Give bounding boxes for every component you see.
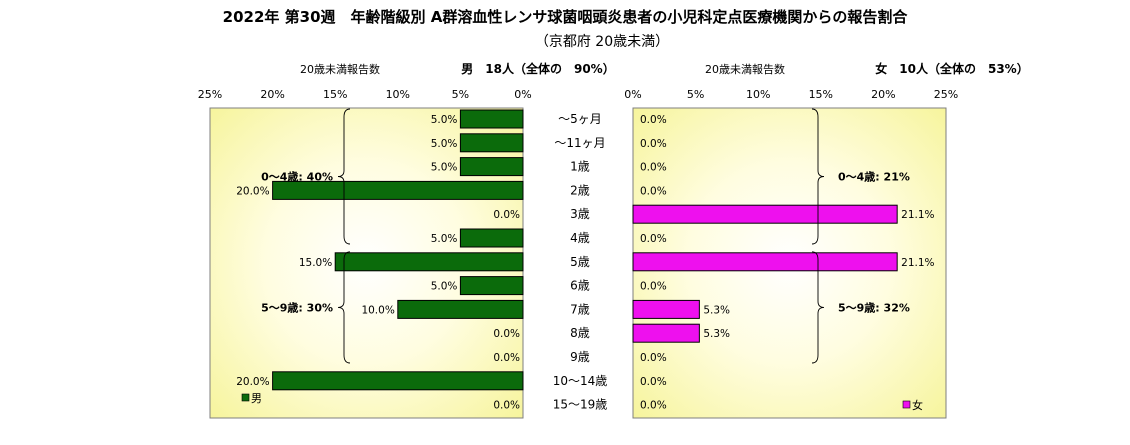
female-bar-label: 0.0% xyxy=(640,114,667,126)
category-label: 2歳 xyxy=(570,183,590,197)
female-bar-label: 0.0% xyxy=(640,376,667,388)
female-bar-label: 5.3% xyxy=(703,328,730,340)
female-tick-label: 15% xyxy=(809,88,833,101)
male-legend-swatch xyxy=(241,393,250,402)
male-bar-label: 0.0% xyxy=(493,209,520,221)
male-header-total: 男 18人（全体の 90%） xyxy=(461,61,614,76)
male-group-brace xyxy=(337,108,351,245)
chart-subtitle: （京都府 20歳未満） xyxy=(535,34,669,50)
category-label: 4歳 xyxy=(570,231,590,245)
male-bar xyxy=(459,157,524,177)
female-header-count-label: 20歳未満報告数 xyxy=(705,63,785,76)
male-group-brackets: 0～4歳: 40% 5～9歳: 30% xyxy=(261,108,351,364)
male-bar-label: 5.0% xyxy=(431,162,458,174)
male-group-label: 0～4歳: 40% xyxy=(261,170,333,184)
female-tick-label: 10% xyxy=(746,88,770,101)
female-tick-label: 20% xyxy=(871,88,895,101)
female-group-brackets: 0～4歳: 21% 5～9歳: 32% xyxy=(811,108,910,364)
male-bar-label: 10.0% xyxy=(361,304,394,316)
male-bar xyxy=(459,276,524,296)
category-label: ～11ヶ月 xyxy=(554,136,605,150)
male-bar xyxy=(459,228,524,248)
female-bar-label: 0.0% xyxy=(640,281,667,293)
female-bar-label: 5.3% xyxy=(703,304,730,316)
female-data-labels: 0.0% 0.0% 0.0% 0.0% 21.1% 0.0% 21.1% 0.0% 5.3% 5.… xyxy=(640,114,935,412)
category-label: 10～14歳 xyxy=(553,374,608,388)
category-label: 9歳 xyxy=(570,350,590,364)
male-bar-label: 0.0% xyxy=(493,328,520,340)
male-tick-label: 25% xyxy=(198,88,222,101)
male-bars xyxy=(272,109,524,391)
male-bar xyxy=(272,180,524,200)
female-header-total: 女 10人（全体の 53%） xyxy=(875,61,1028,76)
male-bar-label: 5.0% xyxy=(431,114,458,126)
female-bar-label: 0.0% xyxy=(640,138,667,150)
category-label: 3歳 xyxy=(570,207,590,221)
female-group-label: 5～9歳: 32% xyxy=(838,300,910,314)
male-tick-label: 20% xyxy=(260,88,284,101)
male-bar-label: 20.0% xyxy=(236,376,269,388)
category-label: 8歳 xyxy=(570,326,590,340)
male-axis-ticks: 0% 5% 10% 15% 20% 25% xyxy=(198,88,532,101)
male-bar-label: 5.0% xyxy=(431,138,458,150)
male-group-brace xyxy=(337,251,351,364)
male-bar xyxy=(272,371,524,391)
male-bar-label: 5.0% xyxy=(431,233,458,245)
female-bar-label: 0.0% xyxy=(640,162,667,174)
male-bar-label: 0.0% xyxy=(493,352,520,364)
female-bars xyxy=(632,204,898,343)
female-axis-ticks: 0% 5% 10% 15% 20% 25% xyxy=(624,88,958,101)
male-bar-label: 0.0% xyxy=(493,400,520,412)
female-group-brace xyxy=(811,108,825,245)
male-group-label: 5～9歳: 30% xyxy=(261,300,333,314)
male-bar xyxy=(459,133,524,153)
male-legend-label: 男 xyxy=(251,392,262,405)
male-tick-label: 0% xyxy=(514,88,531,101)
female-bar-label: 0.0% xyxy=(640,400,667,412)
female-bar xyxy=(632,204,898,224)
female-bar xyxy=(632,252,898,272)
male-tick-label: 10% xyxy=(386,88,410,101)
male-bar xyxy=(459,109,524,129)
category-label: 5歳 xyxy=(570,255,590,269)
female-bar-label: 0.0% xyxy=(640,185,667,197)
category-label: 15～19歳 xyxy=(553,398,608,412)
female-tick-label: 5% xyxy=(687,88,704,101)
female-bar xyxy=(632,323,700,343)
male-bar-label: 15.0% xyxy=(299,257,332,269)
male-bar-label: 5.0% xyxy=(431,281,458,293)
female-bar-label: 21.1% xyxy=(901,257,934,269)
category-label: 1歳 xyxy=(570,160,590,174)
female-legend-swatch xyxy=(902,400,911,409)
category-label: 7歳 xyxy=(570,302,590,316)
male-header-count-label: 20歳未満報告数 xyxy=(300,63,380,76)
female-legend-label: 女 xyxy=(912,398,923,412)
female-bar-label: 0.0% xyxy=(640,352,667,364)
male-tick-label: 5% xyxy=(452,88,469,101)
male-bar-label: 20.0% xyxy=(236,185,269,197)
female-group-brace xyxy=(811,251,825,364)
male-tick-label: 15% xyxy=(323,88,347,101)
male-bar xyxy=(397,299,524,319)
chart-title: 2022年 第30週 年齢階級別 A群溶血性レンサ球菌咽頭炎患者の小児科定点医療… xyxy=(223,8,909,26)
male-bar xyxy=(334,252,524,272)
category-labels: ～5ヶ月 ～11ヶ月 1歳 2歳 3歳 4歳 5歳 6歳 7歳 8歳 9歳 10～14歳 15～19歳 xyxy=(553,112,608,412)
female-bar-label: 21.1% xyxy=(901,209,934,221)
female-group-label: 0～4歳: 21% xyxy=(838,170,910,184)
female-tick-label: 25% xyxy=(934,88,958,101)
female-tick-label: 0% xyxy=(624,88,641,101)
female-bar-label: 0.0% xyxy=(640,233,667,245)
male-data-labels: 5.0% 5.0% 5.0% 20.0% 0.0% 5.0% 15.0% 5.0% 10.0% 0… xyxy=(236,114,520,412)
category-label: ～5ヶ月 xyxy=(558,112,602,126)
female-bar xyxy=(632,299,700,319)
category-label: 6歳 xyxy=(570,279,590,293)
